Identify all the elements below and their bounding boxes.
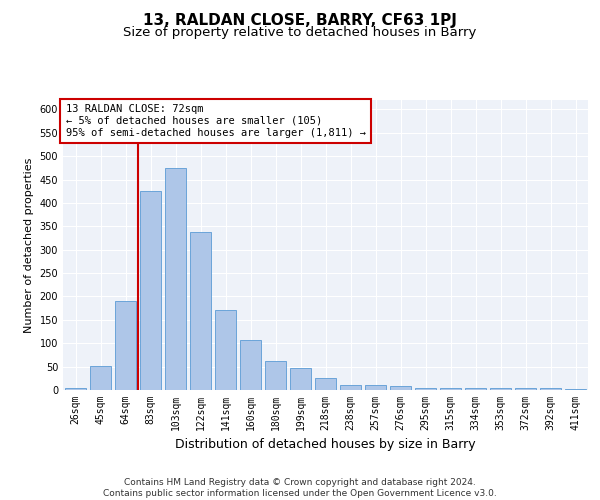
Bar bbox=[315, 378, 336, 390]
Y-axis label: Number of detached properties: Number of detached properties bbox=[24, 158, 34, 332]
Bar bbox=[565, 388, 586, 390]
Bar bbox=[215, 310, 236, 390]
Text: 13 RALDAN CLOSE: 72sqm
← 5% of detached houses are smaller (105)
95% of semi-det: 13 RALDAN CLOSE: 72sqm ← 5% of detached … bbox=[65, 104, 365, 138]
Text: Contains HM Land Registry data © Crown copyright and database right 2024.
Contai: Contains HM Land Registry data © Crown c… bbox=[103, 478, 497, 498]
X-axis label: Distribution of detached houses by size in Barry: Distribution of detached houses by size … bbox=[175, 438, 476, 452]
Bar bbox=[390, 386, 411, 390]
Bar bbox=[440, 388, 461, 390]
Bar bbox=[140, 191, 161, 390]
Text: 13, RALDAN CLOSE, BARRY, CF63 1PJ: 13, RALDAN CLOSE, BARRY, CF63 1PJ bbox=[143, 12, 457, 28]
Bar bbox=[365, 385, 386, 390]
Bar bbox=[540, 388, 561, 390]
Bar bbox=[190, 232, 211, 390]
Bar bbox=[415, 388, 436, 390]
Text: Size of property relative to detached houses in Barry: Size of property relative to detached ho… bbox=[124, 26, 476, 39]
Bar bbox=[165, 168, 186, 390]
Bar bbox=[90, 366, 111, 390]
Bar bbox=[340, 385, 361, 390]
Bar bbox=[515, 388, 536, 390]
Bar bbox=[465, 388, 486, 390]
Bar bbox=[265, 361, 286, 390]
Bar bbox=[290, 368, 311, 390]
Bar bbox=[115, 301, 136, 390]
Bar bbox=[65, 388, 86, 390]
Bar bbox=[240, 340, 261, 390]
Bar bbox=[490, 388, 511, 390]
